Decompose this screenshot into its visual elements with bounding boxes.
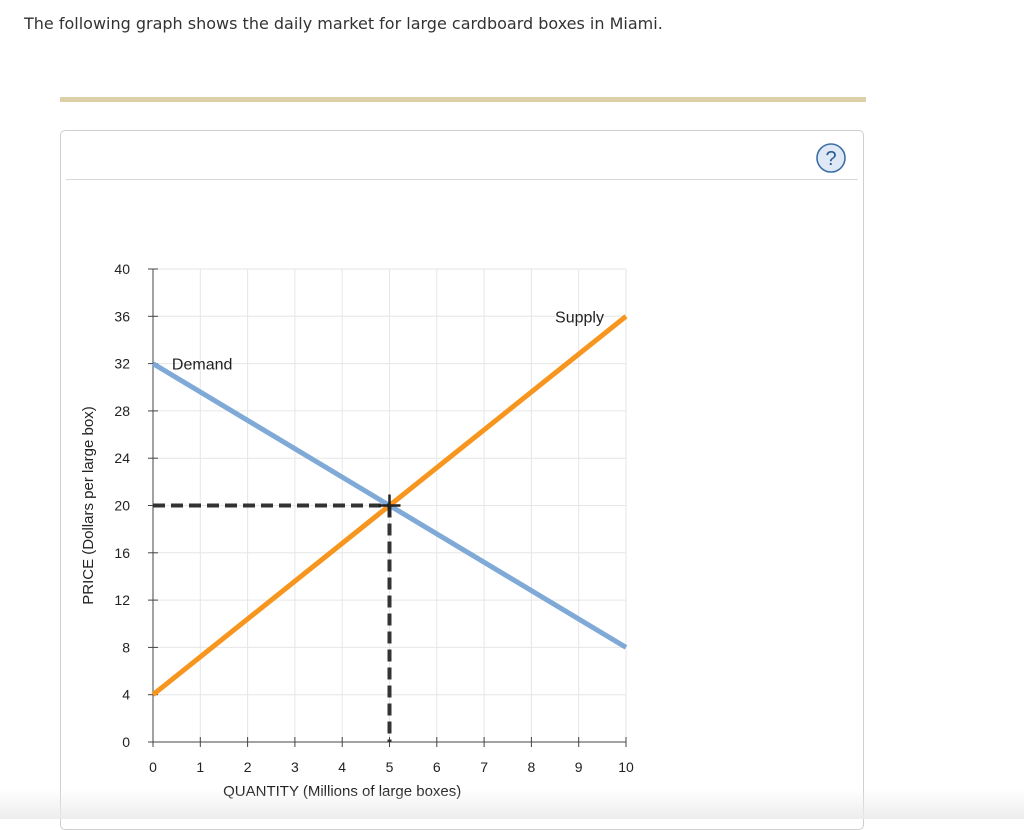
question-text: The following graph shows the daily mark… — [24, 14, 663, 33]
y-tick-label: 4 — [122, 687, 130, 703]
x-tick-label: 0 — [149, 759, 157, 775]
x-tick-label: 6 — [433, 759, 441, 775]
x-tick-label: 2 — [244, 759, 252, 775]
y-tick-label: 12 — [114, 592, 130, 608]
x-tick-label: 10 — [618, 759, 634, 775]
x-tick-label: 9 — [575, 759, 583, 775]
x-tick-label: 5 — [386, 759, 394, 775]
x-tick-label: 7 — [480, 759, 488, 775]
equilibrium-layer — [153, 494, 401, 742]
x-tick-label: 4 — [338, 759, 346, 775]
x-tick-label: 8 — [528, 759, 536, 775]
supply-label: Supply — [555, 309, 604, 326]
help-glyph: ? — [825, 148, 836, 170]
section-divider — [60, 97, 866, 102]
y-tick-label: 40 — [114, 261, 130, 277]
help-question-icon[interactable]: ? — [815, 142, 847, 174]
x-tick-label: 3 — [291, 759, 299, 775]
demand-label: Demand — [172, 357, 232, 374]
panel-header-rule — [66, 179, 858, 180]
y-tick-label: 28 — [114, 403, 130, 419]
y-tick-label: 8 — [122, 639, 130, 655]
y-axis-title: PRICE (Dollars per large box) — [80, 406, 97, 604]
x-tick-label: 1 — [196, 759, 204, 775]
x-axis-title: QUANTITY (Millions of large boxes) — [223, 783, 461, 800]
y-tick-label: 24 — [114, 450, 130, 466]
y-tick-label: 16 — [114, 545, 130, 561]
graph-panel: ? — [60, 130, 864, 830]
y-tick-label: 20 — [114, 498, 130, 514]
y-tick-label: 0 — [122, 734, 130, 750]
y-tick-label: 36 — [114, 308, 130, 324]
y-tick-label: 32 — [114, 356, 130, 372]
